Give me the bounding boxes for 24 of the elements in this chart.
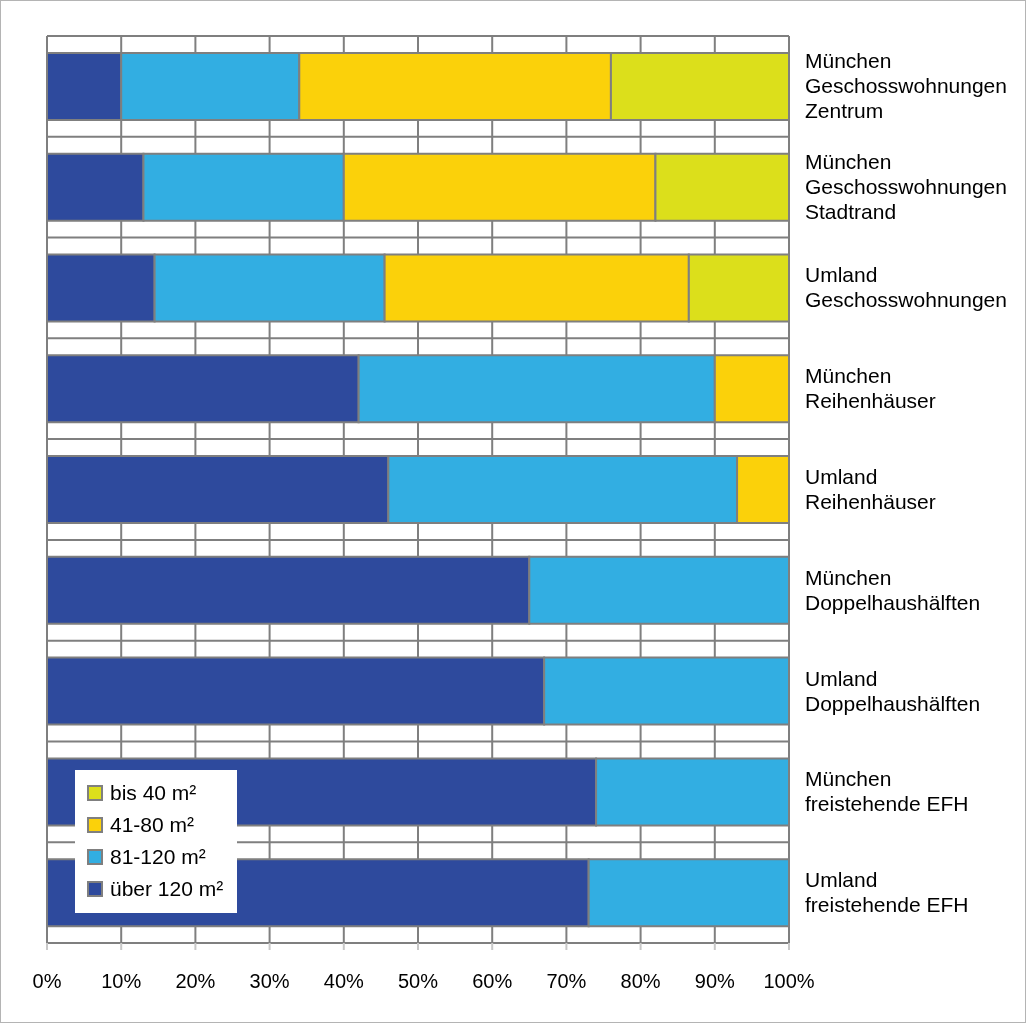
y-tick-label: Umland Geschosswohnungen xyxy=(805,263,1007,312)
y-tick-label: München Doppelhaushälften xyxy=(805,565,981,614)
legend-label: 41-80 m² xyxy=(110,813,195,837)
legend-label: über 120 m² xyxy=(110,877,224,901)
y-tick-label: München Geschosswohnungen Zentrum xyxy=(805,49,1007,123)
x-tick-label: 10% xyxy=(101,970,142,993)
y-tick-label: Umland Doppelhaushälften xyxy=(805,666,981,715)
y-tick-label: Umland freistehende EFH xyxy=(805,868,969,917)
x-tick-label: 60% xyxy=(472,970,513,993)
x-tick-label: 30% xyxy=(249,970,290,993)
x-tick-label: 70% xyxy=(546,970,587,993)
x-tick-label: 80% xyxy=(620,970,661,993)
y-tick-label: München Geschosswohnungen Stadtrand xyxy=(805,150,1007,224)
x-tick-label: 40% xyxy=(323,970,365,993)
x-tick-label: 50% xyxy=(397,970,439,993)
x-tick-label: 20% xyxy=(175,970,216,993)
y-tick-label: München Reihenhäuser xyxy=(805,364,936,413)
y-tick-label: München freistehende EFH xyxy=(805,767,969,816)
legend-label: 81-120 m² xyxy=(110,845,206,869)
x-tick-label: 90% xyxy=(694,970,736,993)
y-tick-label: Umland Reihenhäuser xyxy=(805,465,936,513)
x-tick-label: 0% xyxy=(32,970,62,993)
x-tick-label: 100% xyxy=(763,970,815,993)
legend-label: bis 40 m² xyxy=(110,781,197,805)
